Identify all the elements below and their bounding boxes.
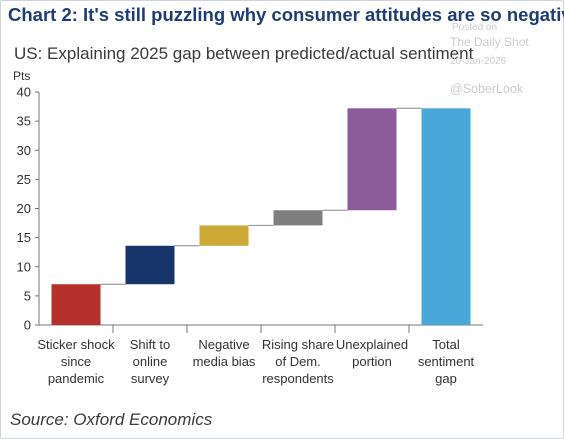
y-tick-label: 35 bbox=[17, 114, 31, 129]
waterfall-bar bbox=[51, 284, 101, 325]
chart-axes: 0 5 10 15 20 25 30 35 40 Pts bbox=[13, 69, 483, 333]
chart-connectors bbox=[100, 107, 422, 285]
y-tick-label: 20 bbox=[17, 201, 31, 216]
watermark-date: 20-Jan-2026 bbox=[450, 56, 507, 67]
x-category-label: of Dem. bbox=[275, 354, 321, 369]
waterfall-bar bbox=[273, 210, 323, 226]
y-tick-label: 30 bbox=[17, 143, 31, 158]
source-note: Source: Oxford Economics bbox=[10, 410, 213, 429]
x-category-label: Rising share bbox=[262, 337, 334, 352]
chart-headline: Chart 2: It's still puzzling why consume… bbox=[8, 4, 564, 25]
x-category-label: Negative bbox=[198, 337, 249, 352]
x-category-label: Total bbox=[432, 337, 460, 352]
chart-category-labels: Sticker shock since pandemic Shift to online… bbox=[37, 337, 474, 386]
y-axis-unit-label: Pts bbox=[13, 69, 30, 83]
y-tick-label: 15 bbox=[17, 230, 31, 245]
x-category-label: sentiment bbox=[418, 354, 475, 369]
waterfall-bar bbox=[421, 108, 471, 325]
x-category-label: Sticker shock bbox=[37, 337, 115, 352]
x-category-label: Shift to bbox=[130, 337, 170, 352]
watermark-handle: @SoberLook bbox=[450, 82, 524, 96]
y-tick-label: 5 bbox=[24, 288, 31, 303]
x-category-label: media bias bbox=[193, 354, 256, 369]
x-category-label: respondents bbox=[262, 371, 334, 386]
y-tick-label: 40 bbox=[17, 85, 31, 100]
x-category-label: gap bbox=[435, 371, 457, 386]
chart-bars bbox=[51, 108, 471, 325]
x-category-label: portion bbox=[352, 354, 392, 369]
waterfall-bar bbox=[347, 108, 397, 211]
y-tick-label: 0 bbox=[24, 318, 31, 333]
x-category-label: since bbox=[61, 354, 91, 369]
x-category-label: Unexplained bbox=[336, 337, 408, 352]
waterfall-bar bbox=[199, 225, 249, 246]
y-tick-label: 25 bbox=[17, 172, 31, 187]
waterfall-bar bbox=[125, 245, 175, 285]
x-category-label: pandemic bbox=[48, 371, 105, 386]
chart-subtitle: US: Explaining 2025 gap between predicte… bbox=[14, 44, 474, 63]
watermark-posted: Posted on bbox=[452, 22, 498, 33]
x-category-label: survey bbox=[131, 371, 170, 386]
watermark-site: The Daily Shot bbox=[450, 35, 529, 49]
y-tick-label: 10 bbox=[17, 259, 31, 274]
x-category-label: online bbox=[133, 354, 168, 369]
